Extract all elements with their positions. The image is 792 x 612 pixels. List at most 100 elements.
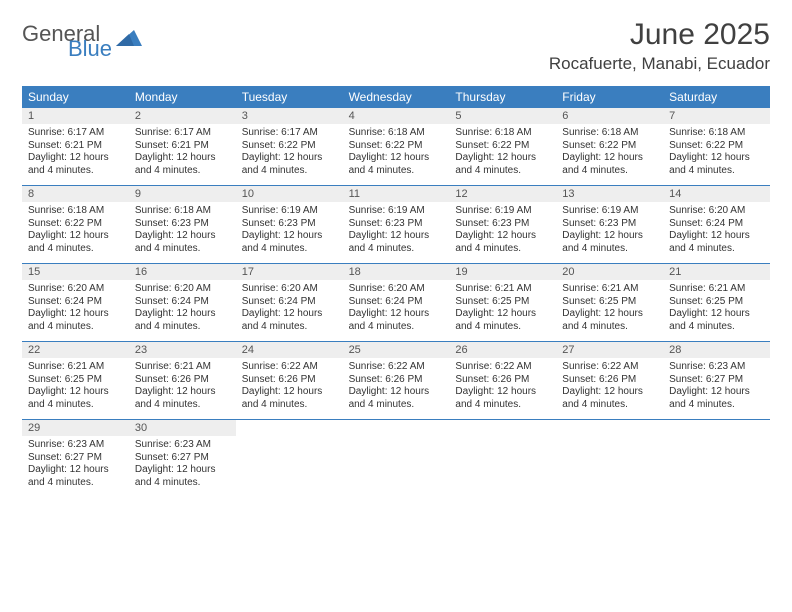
- sunrise-line: Sunrise: 6:18 AM: [28, 205, 123, 218]
- sunrise-line: Sunrise: 6:22 AM: [242, 361, 337, 374]
- daylight-line: Daylight: 12 hours and 4 minutes.: [669, 386, 764, 411]
- daylight-line: Daylight: 12 hours and 4 minutes.: [242, 386, 337, 411]
- daylight-line: Daylight: 12 hours and 4 minutes.: [669, 308, 764, 333]
- daylight-line: Daylight: 12 hours and 4 minutes.: [562, 230, 657, 255]
- sunrise-line: Sunrise: 6:22 AM: [562, 361, 657, 374]
- dow-cell: Friday: [556, 86, 663, 108]
- daylight-line: Daylight: 12 hours and 4 minutes.: [455, 230, 550, 255]
- day-number: [343, 420, 450, 436]
- sunrise-line: Sunrise: 6:20 AM: [28, 283, 123, 296]
- day-content: Sunrise: 6:18 AMSunset: 6:22 PMDaylight:…: [449, 124, 556, 185]
- day-content: [556, 436, 663, 497]
- calendar: SundayMondayTuesdayWednesdayThursdayFrid…: [22, 86, 770, 497]
- sunset-line: Sunset: 6:27 PM: [28, 452, 123, 465]
- logo-text: General Blue: [22, 24, 112, 60]
- day-number: 27: [556, 342, 663, 358]
- sunrise-line: Sunrise: 6:19 AM: [349, 205, 444, 218]
- day-content: Sunrise: 6:22 AMSunset: 6:26 PMDaylight:…: [449, 358, 556, 419]
- day-number: 25: [343, 342, 450, 358]
- sunrise-line: Sunrise: 6:22 AM: [455, 361, 550, 374]
- sunset-line: Sunset: 6:26 PM: [349, 374, 444, 387]
- daylight-line: Daylight: 12 hours and 4 minutes.: [135, 152, 230, 177]
- daylight-line: Daylight: 12 hours and 4 minutes.: [562, 308, 657, 333]
- daylight-line: Daylight: 12 hours and 4 minutes.: [242, 152, 337, 177]
- day-number: 18: [343, 264, 450, 280]
- month-title: June 2025: [549, 18, 770, 52]
- sunrise-line: Sunrise: 6:20 AM: [669, 205, 764, 218]
- day-number: 21: [663, 264, 770, 280]
- dow-cell: Wednesday: [343, 86, 450, 108]
- day-number: 28: [663, 342, 770, 358]
- daylight-line: Daylight: 12 hours and 4 minutes.: [135, 230, 230, 255]
- daylight-line: Daylight: 12 hours and 4 minutes.: [455, 386, 550, 411]
- sunset-line: Sunset: 6:25 PM: [669, 296, 764, 309]
- day-number: 19: [449, 264, 556, 280]
- sunset-line: Sunset: 6:24 PM: [135, 296, 230, 309]
- day-number: 13: [556, 186, 663, 202]
- day-content: Sunrise: 6:20 AMSunset: 6:24 PMDaylight:…: [663, 202, 770, 263]
- logo-triangle-icon: [116, 28, 142, 55]
- day-content: Sunrise: 6:17 AMSunset: 6:21 PMDaylight:…: [22, 124, 129, 185]
- sunrise-line: Sunrise: 6:17 AM: [135, 127, 230, 140]
- sunset-line: Sunset: 6:21 PM: [28, 140, 123, 153]
- sunrise-line: Sunrise: 6:18 AM: [135, 205, 230, 218]
- day-content: Sunrise: 6:18 AMSunset: 6:22 PMDaylight:…: [663, 124, 770, 185]
- sunrise-line: Sunrise: 6:23 AM: [135, 439, 230, 452]
- day-number: 15: [22, 264, 129, 280]
- sunset-line: Sunset: 6:23 PM: [135, 218, 230, 231]
- dow-cell: Thursday: [449, 86, 556, 108]
- day-content: Sunrise: 6:22 AMSunset: 6:26 PMDaylight:…: [343, 358, 450, 419]
- day-content: Sunrise: 6:18 AMSunset: 6:22 PMDaylight:…: [343, 124, 450, 185]
- sunrise-line: Sunrise: 6:23 AM: [669, 361, 764, 374]
- day-number: 9: [129, 186, 236, 202]
- day-number: 16: [129, 264, 236, 280]
- sunrise-line: Sunrise: 6:18 AM: [669, 127, 764, 140]
- daylight-line: Daylight: 12 hours and 4 minutes.: [28, 152, 123, 177]
- sunrise-line: Sunrise: 6:20 AM: [135, 283, 230, 296]
- week-row: 1234567Sunrise: 6:17 AMSunset: 6:21 PMDa…: [22, 108, 770, 186]
- sunset-line: Sunset: 6:27 PM: [669, 374, 764, 387]
- day-content: [343, 436, 450, 497]
- daylight-line: Daylight: 12 hours and 4 minutes.: [562, 152, 657, 177]
- sunset-line: Sunset: 6:22 PM: [28, 218, 123, 231]
- sunset-line: Sunset: 6:21 PM: [135, 140, 230, 153]
- dow-cell: Tuesday: [236, 86, 343, 108]
- day-content: Sunrise: 6:19 AMSunset: 6:23 PMDaylight:…: [343, 202, 450, 263]
- day-content: Sunrise: 6:18 AMSunset: 6:22 PMDaylight:…: [22, 202, 129, 263]
- day-number: 29: [22, 420, 129, 436]
- sunrise-line: Sunrise: 6:21 AM: [455, 283, 550, 296]
- daylight-line: Daylight: 12 hours and 4 minutes.: [669, 152, 764, 177]
- day-number: 6: [556, 108, 663, 124]
- dow-cell: Sunday: [22, 86, 129, 108]
- day-number: 5: [449, 108, 556, 124]
- day-number: 10: [236, 186, 343, 202]
- week-row: 15161718192021Sunrise: 6:20 AMSunset: 6:…: [22, 264, 770, 342]
- sunset-line: Sunset: 6:25 PM: [28, 374, 123, 387]
- sunset-line: Sunset: 6:26 PM: [135, 374, 230, 387]
- sunset-line: Sunset: 6:26 PM: [562, 374, 657, 387]
- sunrise-line: Sunrise: 6:23 AM: [28, 439, 123, 452]
- day-content: Sunrise: 6:20 AMSunset: 6:24 PMDaylight:…: [343, 280, 450, 341]
- sunrise-line: Sunrise: 6:22 AM: [349, 361, 444, 374]
- daylight-line: Daylight: 12 hours and 4 minutes.: [562, 386, 657, 411]
- sunrise-line: Sunrise: 6:18 AM: [455, 127, 550, 140]
- day-content: Sunrise: 6:23 AMSunset: 6:27 PMDaylight:…: [22, 436, 129, 497]
- day-number: 11: [343, 186, 450, 202]
- day-content: Sunrise: 6:20 AMSunset: 6:24 PMDaylight:…: [129, 280, 236, 341]
- day-content: Sunrise: 6:19 AMSunset: 6:23 PMDaylight:…: [556, 202, 663, 263]
- sunrise-line: Sunrise: 6:17 AM: [242, 127, 337, 140]
- title-block: June 2025 Rocafuerte, Manabi, Ecuador: [549, 18, 770, 74]
- day-content: [236, 436, 343, 497]
- sunrise-line: Sunrise: 6:18 AM: [562, 127, 657, 140]
- sunset-line: Sunset: 6:23 PM: [562, 218, 657, 231]
- day-number: 20: [556, 264, 663, 280]
- daylight-line: Daylight: 12 hours and 4 minutes.: [242, 308, 337, 333]
- daylight-line: Daylight: 12 hours and 4 minutes.: [135, 308, 230, 333]
- sunset-line: Sunset: 6:22 PM: [669, 140, 764, 153]
- day-content: Sunrise: 6:22 AMSunset: 6:26 PMDaylight:…: [236, 358, 343, 419]
- sunrise-line: Sunrise: 6:18 AM: [349, 127, 444, 140]
- daylight-line: Daylight: 12 hours and 4 minutes.: [349, 308, 444, 333]
- daylight-line: Daylight: 12 hours and 4 minutes.: [28, 308, 123, 333]
- day-content: [449, 436, 556, 497]
- header: General Blue June 2025 Rocafuerte, Manab…: [22, 18, 770, 74]
